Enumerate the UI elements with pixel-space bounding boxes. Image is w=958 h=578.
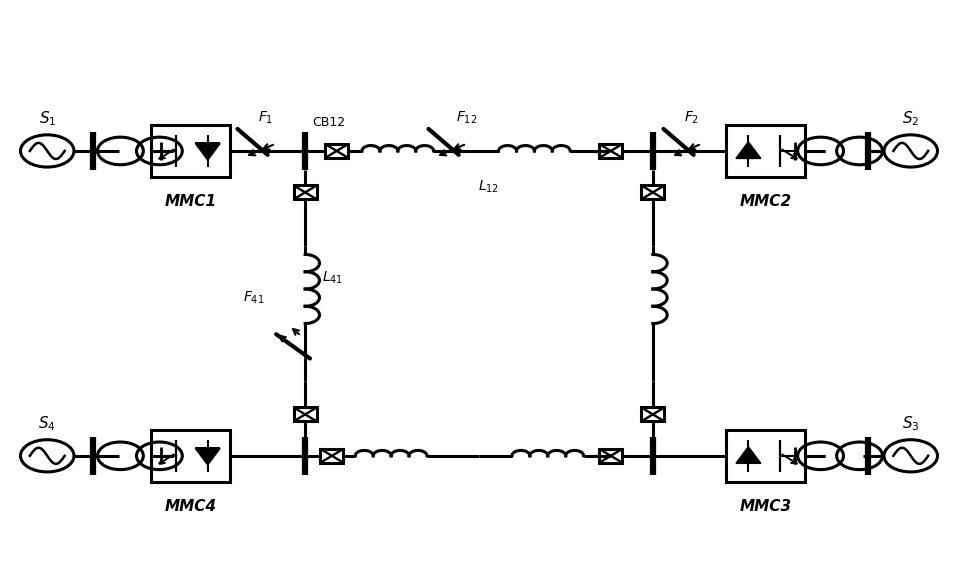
Polygon shape [736, 447, 761, 464]
Polygon shape [195, 143, 220, 160]
Text: MMC2: MMC2 [740, 194, 791, 209]
Text: MMC3: MMC3 [740, 499, 791, 514]
Bar [600, 449, 623, 463]
Bar [726, 430, 805, 481]
Polygon shape [736, 142, 761, 158]
Text: $L_{12}$: $L_{12}$ [478, 179, 499, 195]
Bar [726, 125, 805, 177]
Text: $F_1$: $F_1$ [259, 110, 274, 126]
Text: MMC4: MMC4 [165, 499, 217, 514]
Text: MMC1: MMC1 [165, 194, 217, 209]
Text: $S_4$: $S_4$ [38, 414, 57, 433]
Polygon shape [195, 449, 220, 465]
Text: $F_2$: $F_2$ [684, 110, 699, 126]
Bar [151, 125, 230, 177]
Bar [600, 144, 623, 158]
Bar [151, 430, 230, 481]
Bar [642, 186, 664, 199]
Text: $S_1$: $S_1$ [38, 109, 56, 128]
Bar [642, 407, 664, 421]
Text: $S_3$: $S_3$ [902, 414, 920, 433]
Text: $F_{41}$: $F_{41}$ [243, 290, 264, 306]
Text: CB12: CB12 [312, 116, 345, 129]
Bar [320, 449, 343, 463]
Bar [294, 186, 316, 199]
Bar [294, 407, 316, 421]
Text: $F_{12}$: $F_{12}$ [456, 110, 477, 126]
Bar [325, 144, 348, 158]
Text: $L_{41}$: $L_{41}$ [322, 269, 344, 286]
Text: $S_2$: $S_2$ [902, 109, 920, 128]
